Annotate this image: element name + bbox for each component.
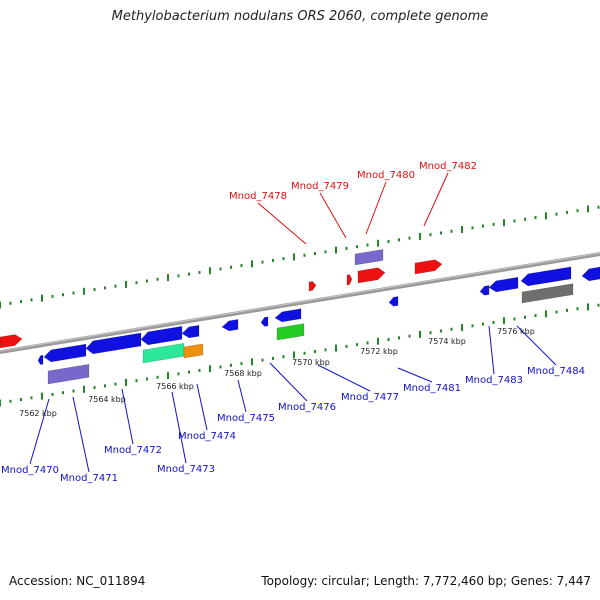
kbp-label: 7574 kbp <box>428 337 466 346</box>
gene-label-forward: Mnod_7480 <box>357 170 415 181</box>
gene-label-reverse: Mnod_7481 <box>403 383 461 394</box>
gene-label-reverse: Mnod_7475 <box>217 413 275 424</box>
gene-label-reverse: Mnod_7471 <box>60 473 118 484</box>
gene-label-leader <box>423 172 449 227</box>
gene-reverse-small <box>260 316 269 327</box>
gene-label-leader <box>397 367 433 383</box>
gene-rna-box <box>354 249 384 266</box>
accession-text: Accession: NC_011894 <box>9 574 146 588</box>
gene-reverse <box>85 332 142 355</box>
gene-label-leader <box>516 325 557 366</box>
gene-misc-box <box>276 323 305 341</box>
gene-forward <box>357 267 386 284</box>
gene-label-forward: Mnod_7482 <box>419 161 477 172</box>
genome-title: Methylobacterium nodulans ORS 2060, comp… <box>111 9 489 24</box>
gene-label-leader <box>171 391 187 464</box>
gene-reverse <box>581 266 600 282</box>
gene-misc-box <box>142 342 185 364</box>
kbp-label: 7570 kbp <box>292 358 330 367</box>
gene-forward <box>414 259 443 275</box>
gene-label-leader <box>319 192 347 239</box>
gene-reverse-small <box>37 354 44 365</box>
gene-label-reverse: Mnod_7483 <box>465 375 523 386</box>
gene-reverse <box>181 324 200 339</box>
gene-reverse <box>43 343 87 363</box>
kbp-label: 7562 kbp <box>19 409 57 418</box>
gene-label-reverse: Mnod_7474 <box>178 431 236 442</box>
gene-label-forward: Mnod_7479 <box>291 181 349 192</box>
gene-reverse-small <box>479 285 490 296</box>
gene-reverse <box>520 266 572 287</box>
gene-label-leader <box>257 202 307 245</box>
gene-label-leader <box>237 379 247 413</box>
genome-backbone <box>0 252 600 354</box>
gene-label-leader <box>72 396 90 473</box>
gene-label-reverse: Mnod_7472 <box>104 445 162 456</box>
gene-labels: Mnod_7478 Mnod_7479 Mnod_7480 Mnod_7482 Mnod… <box>1 161 585 484</box>
kbp-label: 7564 kbp <box>88 395 126 404</box>
gene-label-reverse: Mnod_7476 <box>278 402 336 413</box>
gene-label-leader <box>365 181 387 235</box>
gene-label-reverse: Mnod_7477 <box>341 392 399 403</box>
gene-label-reverse: Mnod_7484 <box>527 366 585 377</box>
gene-label-reverse: Mnod_7470 <box>1 465 59 476</box>
topology-text: Topology: circular; Length: 7,772,460 bp… <box>261 574 591 588</box>
gene-forward-small <box>346 274 353 286</box>
kbp-label: 7572 kbp <box>360 347 398 356</box>
genome-backbone-highlight <box>0 252 600 352</box>
gene-forward-small <box>308 281 317 292</box>
gene-label-leader <box>196 383 208 431</box>
gene-features <box>0 249 600 385</box>
gene-pseudo-box <box>521 283 574 304</box>
gene-reverse-small <box>388 296 399 307</box>
gene-label-leader <box>269 362 308 402</box>
gene-label-leader <box>317 364 371 392</box>
gene-misc-box <box>183 343 204 359</box>
kbp-label: 7576 kbp <box>497 327 535 336</box>
gene-label-forward: Mnod_7478 <box>229 191 287 202</box>
kbp-labels: 7562 kbp 7564 kbp 7566 kbp 7568 kbp 7570 kbp… <box>19 327 535 418</box>
gene-label-leader <box>121 388 134 445</box>
gene-reverse <box>140 325 183 346</box>
gene-forward-partial <box>0 334 23 349</box>
gene-label-leader <box>488 325 495 375</box>
kbp-label: 7568 kbp <box>224 369 262 378</box>
gene-reverse <box>221 319 239 332</box>
label-leaders <box>29 172 557 473</box>
gene-rna-box <box>47 363 90 385</box>
kbp-label: 7566 kbp <box>156 382 194 391</box>
tick-marks <box>0 205 600 407</box>
gene-label-leader <box>29 398 50 465</box>
gene-label-reverse: Mnod_7473 <box>157 464 215 475</box>
gene-reverse <box>274 308 302 323</box>
gene-reverse <box>488 276 519 293</box>
